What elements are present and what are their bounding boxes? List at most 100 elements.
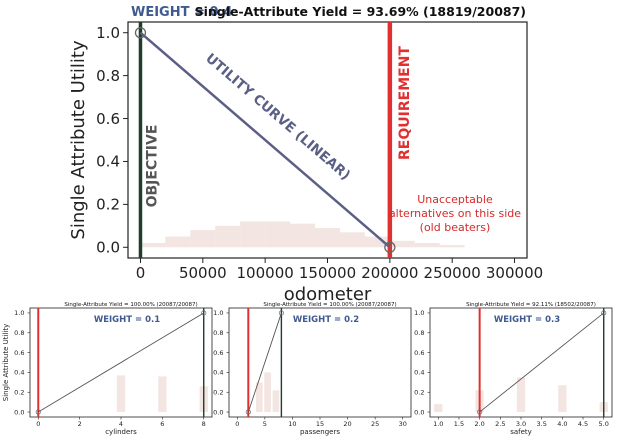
y-tick-label: 0.4 — [14, 369, 24, 377]
x-tick-label: 150000 — [299, 264, 356, 282]
histogram-bar — [389, 240, 415, 248]
curve-endpoint — [201, 310, 207, 316]
histogram-bar — [240, 221, 266, 248]
histogram-bar — [364, 236, 390, 248]
x-tick-label: 100000 — [237, 264, 294, 282]
curve-endpoint — [134, 27, 147, 39]
y-tick-label: 0.6 — [213, 349, 223, 357]
x-tick-label: 1.5 — [454, 420, 464, 428]
chart-title: Single-Attribute Yield = 100.00% (20087/… — [64, 302, 197, 308]
chart-title: Single-Attribute Yield = 100.00% (20087/… — [263, 302, 396, 308]
weight-label: WEIGHT = 0.1 — [94, 315, 160, 325]
x-axis-label: passengers — [300, 428, 340, 436]
x-tick-label: 1.0 — [433, 420, 443, 428]
y-tick-label: 0.0 — [14, 408, 24, 416]
histogram-bar — [290, 223, 316, 248]
x-tick-label: 2.5 — [495, 420, 505, 428]
x-tick-label: 50000 — [179, 264, 227, 282]
x-tick-label: 3.5 — [537, 420, 547, 428]
y-tick-label: 0.8 — [96, 67, 120, 85]
y-tick-label: 1.0 — [213, 309, 223, 317]
curve-endpoint — [384, 241, 396, 253]
histogram-bar — [140, 242, 166, 248]
y-tick-label: 1.0 — [14, 309, 24, 317]
histogram-bar — [158, 376, 167, 413]
x-tick-label: 4.5 — [578, 420, 588, 428]
curve-endpoint — [477, 409, 483, 415]
objective-label: OBJECTIVE — [144, 125, 160, 208]
weight-label: WEIGHT = 0.3 — [494, 315, 560, 325]
y-tick-label: 0.2 — [213, 389, 223, 397]
histogram-bar — [256, 382, 263, 413]
chart-3: 0 5 10 15 20 25 30 0.0 0.2 0.4 0.6 0.8 1.0 passengers… — [213, 302, 412, 436]
x-tick-label: 25 — [371, 420, 379, 428]
x-tick-label: 8 — [202, 420, 206, 428]
y-tick-label: 0.0 — [96, 239, 120, 257]
y-tick-label: 1.0 — [414, 309, 424, 317]
x-axis-label: odometer — [284, 284, 372, 305]
x-tick-label: 30 — [399, 420, 407, 428]
histogram-bar — [558, 385, 567, 413]
y-tick-label: 0.8 — [14, 329, 24, 337]
x-tick-label: 4 — [119, 420, 123, 428]
x-tick-label: 20 — [343, 420, 351, 428]
y-tick-label: 0.2 — [414, 389, 424, 397]
histogram-bar — [339, 232, 365, 248]
chart-title: Single-Attribute Yield = 92.11% (18502/2… — [466, 302, 596, 308]
x-tick-label: 6 — [160, 420, 164, 428]
y-axis-label: Single Attribute Utility — [2, 324, 10, 401]
y-tick-label: 1.0 — [96, 24, 120, 42]
x-axis-label: cylinders — [105, 428, 137, 436]
histogram-bar — [215, 225, 241, 248]
y-tick-label: 0.0 — [213, 408, 223, 416]
histogram-bar — [516, 377, 526, 413]
curve-endpoint — [35, 409, 41, 415]
unacceptable-annotation: (old beaters) — [420, 221, 491, 234]
y-tick-label: 0.2 — [96, 196, 120, 214]
curve-endpoint — [601, 310, 607, 316]
curve-endpoint — [278, 310, 284, 316]
y-tick-label: 0.8 — [213, 329, 223, 337]
y-tick-label: 0.6 — [96, 110, 120, 128]
histogram-bar — [265, 221, 291, 248]
y-tick-label: 0.4 — [414, 369, 424, 377]
weight-label: WEIGHT = 0.2 — [293, 315, 359, 325]
chart-2: 0 2 4 6 8 0.0 0.2 0.4 0.6 0.8 1.0 cylinders Single A… — [2, 302, 213, 436]
x-tick-label: 4.0 — [557, 420, 567, 428]
x-tick-label: 0 — [136, 264, 146, 282]
utility-curve — [139, 31, 391, 249]
histogram-bar — [414, 242, 440, 248]
x-tick-label: 5.0 — [599, 420, 609, 428]
y-tick-label: 0.2 — [14, 389, 24, 397]
y-tick-label: 0.0 — [414, 408, 424, 416]
chart-title: Single-Attribute Yield = 93.69% (18819/2… — [195, 4, 526, 19]
x-tick-label: 300000 — [486, 264, 543, 282]
histogram-bar — [434, 404, 443, 413]
utility-curve — [247, 312, 282, 413]
histogram-bar — [264, 372, 271, 413]
x-tick-label: 10 — [288, 420, 296, 428]
unacceptable-annotation: alternatives on this side — [389, 207, 521, 220]
curve-endpoint — [245, 409, 251, 415]
y-tick-label: 0.8 — [414, 329, 424, 337]
x-tick-label: 250000 — [424, 264, 481, 282]
x-tick-label: 0 — [235, 420, 239, 428]
histogram-bar — [165, 236, 191, 248]
x-tick-label: 2 — [78, 420, 82, 428]
histogram-bar — [190, 230, 216, 248]
weight-label: WEIGHT = 0.4 — [131, 5, 232, 20]
x-tick-label: 0 — [36, 420, 40, 428]
requirement-label: REQUIREMENT — [397, 46, 413, 160]
chart-4: 1.0 1.5 2.0 2.5 3.0 3.5 4.0 4.5 5.0 0.0 0.2 0.4 0.6 0… — [414, 302, 613, 436]
histogram-bar — [272, 390, 280, 413]
y-tick-label: 0.4 — [213, 369, 223, 377]
x-tick-label: 3.0 — [516, 420, 526, 428]
unacceptable-annotation: Unacceptable — [417, 193, 493, 206]
utility-curve — [479, 312, 605, 413]
histogram-bar — [439, 245, 465, 248]
y-tick-label: 0.6 — [14, 349, 24, 357]
x-tick-label: 200000 — [361, 264, 418, 282]
x-axis-label: safety — [510, 428, 532, 436]
